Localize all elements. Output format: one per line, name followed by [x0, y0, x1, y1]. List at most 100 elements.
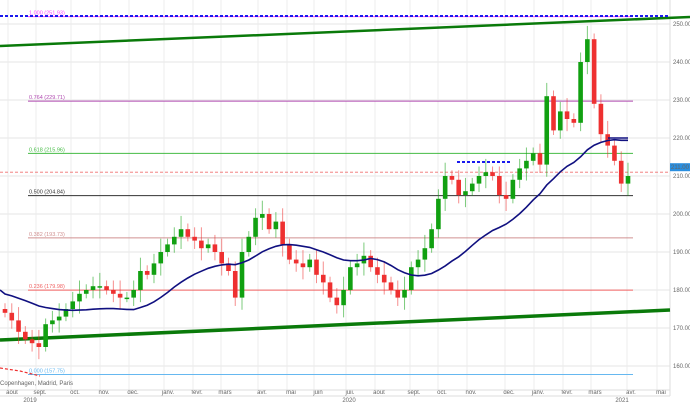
- x-month-label: avr.: [626, 390, 636, 396]
- candle-down: [111, 290, 116, 294]
- x-month-label: déc.: [127, 390, 139, 396]
- candle-up: [273, 221, 279, 230]
- x-month-label: sept.: [407, 390, 420, 396]
- candle-up: [510, 179, 516, 199]
- candle-down: [334, 297, 340, 306]
- fibonacci-level-label: 0.618 (215.96): [29, 147, 65, 153]
- candle-down: [490, 172, 495, 176]
- x-month-label: mai: [286, 390, 296, 396]
- candle-down: [449, 176, 455, 180]
- candle-up: [469, 183, 475, 192]
- candle-down: [117, 293, 123, 298]
- last-price-label: 211.00: [671, 165, 690, 171]
- candle-up: [429, 229, 434, 249]
- y-tick-label: 240.00: [673, 60, 690, 66]
- candle-up: [585, 39, 590, 62]
- fibonacci-level-label: 0.500 (204.84): [29, 190, 65, 196]
- candle-down: [327, 282, 333, 298]
- fibonacci-level-label: 0.382 (193.73): [29, 232, 65, 238]
- x-month-label: août: [6, 390, 18, 396]
- last-price-badge: [670, 163, 690, 172]
- candle-down: [192, 236, 197, 241]
- candle-up: [530, 153, 536, 161]
- candle-up: [90, 286, 96, 290]
- candle-up: [158, 252, 164, 264]
- candle-up: [422, 248, 428, 260]
- candle-down: [314, 259, 319, 275]
- candle-up: [409, 267, 414, 290]
- candle-up: [253, 217, 258, 237]
- x-month-label: sept.: [33, 390, 46, 396]
- candle-down: [287, 244, 292, 260]
- candle-down: [612, 145, 617, 161]
- candle-up: [463, 191, 468, 195]
- candle-up: [442, 176, 448, 199]
- candle-down: [199, 240, 204, 249]
- y-tick-label: 170.00: [673, 326, 690, 332]
- y-tick-label: 180.00: [673, 288, 690, 294]
- x-month-label: févr.: [561, 390, 573, 396]
- candle-up: [83, 290, 89, 294]
- candle-down: [16, 320, 21, 332]
- candle-up: [178, 229, 184, 237]
- candle-down: [9, 312, 15, 321]
- candle-down: [503, 195, 509, 199]
- candle-down: [300, 263, 306, 268]
- fibonacci-level-label: 1.000 (251.93): [29, 11, 65, 17]
- candle-up: [415, 259, 421, 268]
- candle-up: [43, 324, 48, 347]
- candle-up: [402, 290, 407, 298]
- candle-down: [212, 244, 218, 252]
- candle-down: [564, 111, 570, 119]
- candle-up: [77, 293, 82, 302]
- candle-down: [368, 255, 373, 268]
- candle-up: [205, 244, 211, 249]
- candle-down: [104, 286, 109, 290]
- candle-up: [260, 214, 265, 218]
- x-month-label: nov.: [99, 390, 110, 396]
- x-month-label: avr.: [257, 390, 267, 396]
- candle-up: [70, 301, 76, 309]
- candle-down: [395, 290, 401, 298]
- candle-up: [354, 263, 360, 268]
- x-month-label: août: [373, 390, 385, 396]
- candle-down: [219, 252, 224, 264]
- candle-up: [50, 320, 55, 325]
- moving-average-line: [0, 138, 628, 312]
- candle-down: [381, 274, 387, 283]
- candle-up: [524, 160, 529, 169]
- candle-down: [226, 263, 231, 271]
- y-tick-label: 220.00: [673, 136, 690, 142]
- candle-up: [625, 176, 631, 184]
- x-year-label: 2021: [615, 398, 629, 404]
- fibonacci-level-label: 0.236 (179.98): [29, 284, 65, 290]
- candle-down: [456, 179, 462, 195]
- candle-up: [124, 297, 130, 300]
- candle-up: [307, 259, 313, 268]
- candle-down: [36, 343, 42, 347]
- candle-down: [293, 259, 299, 264]
- candle-down: [591, 39, 597, 104]
- candle-up: [557, 111, 563, 131]
- upper-trend-line: [0, 15, 690, 48]
- x-month-label: févr.: [191, 390, 203, 396]
- x-month-label: déc.: [503, 390, 515, 396]
- candle-up: [341, 290, 346, 306]
- candle-up: [436, 198, 441, 230]
- x-year-label: 2019: [23, 398, 37, 404]
- y-tick-label: 210.00: [673, 174, 690, 180]
- x-month-label: mai: [656, 390, 666, 396]
- candle-down: [144, 271, 150, 275]
- candle-down: [388, 282, 394, 290]
- candle-up: [578, 62, 583, 123]
- y-tick-label: 230.00: [673, 98, 690, 104]
- x-month-label: oct.: [70, 390, 80, 396]
- y-tick-label: 160.00: [673, 364, 690, 370]
- candle-down: [497, 176, 502, 195]
- candle-up: [171, 236, 177, 245]
- x-year-label: 2020: [342, 398, 356, 404]
- candle-down: [232, 271, 238, 298]
- candle-down: [618, 160, 624, 184]
